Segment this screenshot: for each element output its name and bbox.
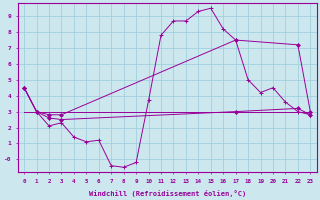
- X-axis label: Windchill (Refroidissement éolien,°C): Windchill (Refroidissement éolien,°C): [89, 190, 246, 197]
